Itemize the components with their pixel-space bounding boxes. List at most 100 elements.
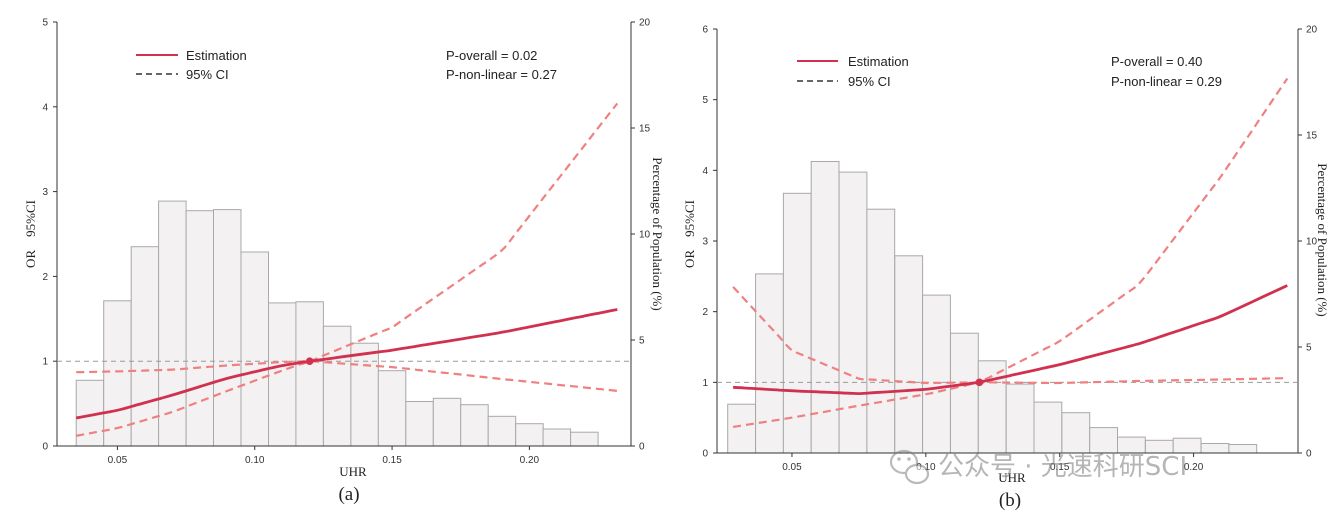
histogram-bar	[950, 332, 979, 454]
estimation-line	[733, 284, 1288, 396]
y-tick-label: 1	[702, 378, 708, 389]
histogram-bar	[213, 209, 242, 447]
legend-estimation-label-a: Estimation	[186, 48, 247, 63]
histogram-bar	[103, 300, 132, 447]
histogram-bar	[460, 404, 489, 447]
p-nonlinear-b: P-non-linear = 0.29	[1111, 74, 1222, 89]
y-tick-label: 5	[702, 95, 708, 106]
y2-axis-label-b: Percentage of Population (%)	[1315, 163, 1330, 316]
histogram-bar	[377, 370, 407, 447]
histogram-bar	[1061, 412, 1091, 454]
legend-a: Estimation 95% CI	[136, 48, 247, 82]
y2-tick-label: 5	[1306, 343, 1312, 354]
y2-ticks-b: 0 5 10 15 20	[1298, 25, 1318, 460]
y2-tick-label: 15	[639, 124, 651, 135]
reference-point	[305, 357, 314, 366]
y-tick-label: 3	[702, 237, 708, 248]
histogram-bar	[755, 273, 784, 454]
y2-axis-label-a: Percentage of Population (%)	[650, 157, 665, 310]
y-ticks-a: 0 1 2 3 4 5	[42, 18, 57, 453]
y2-tick-label: 5	[639, 336, 645, 347]
histogram-bar	[1172, 437, 1202, 454]
y-tick-label: 1	[42, 357, 48, 368]
y2-tick-label: 0	[639, 442, 645, 453]
y-tick-label: 0	[702, 449, 708, 460]
x-tick-label: 0.15	[382, 455, 402, 466]
histogram-bar	[185, 210, 215, 447]
histogram-bar	[1089, 427, 1118, 454]
histogram-bar	[1117, 436, 1146, 454]
legend-ci-label-b: 95% CI	[848, 74, 891, 89]
histogram-a	[75, 200, 599, 447]
x-axis-label-a: UHR	[339, 464, 367, 479]
y2-tick-label: 0	[1306, 449, 1312, 460]
x-tick-label: 0.20	[1184, 462, 1204, 473]
y-axis-label-b: OR 95%CI	[682, 200, 697, 268]
y2-tick-label: 20	[1306, 25, 1318, 36]
histogram-bar	[1005, 383, 1035, 454]
histogram-bar	[515, 423, 544, 447]
histogram-bar	[922, 294, 951, 454]
p-overall-b: P-overall = 0.40	[1111, 54, 1202, 69]
histogram-bar	[130, 246, 160, 447]
y-tick-label: 0	[42, 442, 48, 453]
x-tick-label: 0.05	[782, 462, 802, 473]
y-tick-label: 3	[42, 187, 48, 198]
y2-tick-label: 10	[639, 230, 651, 241]
panel-label-a: (a)	[338, 484, 359, 505]
histogram-b	[727, 161, 1258, 454]
histogram-bar	[1033, 401, 1063, 454]
p-overall-a: P-overall = 0.02	[446, 48, 537, 63]
histogram-bar	[866, 208, 896, 454]
x-tick-label: 0.05	[108, 455, 128, 466]
y-tick-label: 4	[702, 166, 708, 177]
x-tick-label: 0.20	[520, 455, 540, 466]
y-tick-label: 6	[702, 25, 708, 36]
histogram-bar	[570, 431, 599, 447]
y2-tick-label: 15	[1306, 131, 1318, 142]
spline-lines-a	[57, 102, 631, 437]
y2-tick-label: 20	[639, 18, 651, 29]
histogram-bar	[268, 302, 297, 447]
wechat-icon	[889, 449, 930, 485]
ci-upper-line	[732, 77, 1289, 385]
histogram-bar	[322, 325, 352, 447]
histogram-bar	[894, 255, 924, 454]
watermark: 公众号 · 光速科研SCI	[889, 449, 1187, 485]
legend-estimation-label-b: Estimation	[848, 54, 909, 69]
histogram-bar	[350, 342, 379, 447]
x-tick-label: 0.15	[1050, 462, 1070, 473]
histogram-bar	[1228, 444, 1258, 454]
histogram-bar	[782, 192, 812, 454]
ci-upper-line	[76, 102, 619, 374]
panel-label-b: (b)	[999, 490, 1021, 511]
histogram-bar	[487, 415, 517, 447]
histogram-bar	[295, 301, 324, 447]
x-ticks-a: 0.05 0.10 0.15 0.20	[108, 446, 540, 466]
ci-lower-line	[732, 377, 1288, 428]
y2-ticks-a: 0 5 10 15 20	[631, 18, 651, 453]
y2-tick-label: 10	[1306, 237, 1318, 248]
histogram-bar	[405, 401, 434, 447]
histogram-bar	[158, 200, 187, 447]
histogram-bar	[977, 360, 1007, 454]
histogram-bar	[1200, 443, 1230, 454]
y-tick-label: 2	[42, 272, 48, 283]
histogram-bar	[240, 251, 269, 447]
histogram-bar	[542, 428, 572, 447]
ci-lower-line	[76, 360, 618, 437]
x-axis-label-b: UHR	[998, 470, 1026, 485]
p-nonlinear-a: P-non-linear = 0.27	[446, 67, 557, 82]
legend-ci-label-a: 95% CI	[186, 67, 229, 82]
y-ticks-b: 0 1 2 3 4 5 6	[702, 25, 717, 460]
legend-b: Estimation 95% CI	[797, 54, 909, 89]
y-tick-label: 4	[42, 102, 48, 113]
histogram-bar	[810, 161, 840, 454]
watermark-text: 公众号 · 光速科研SCI	[938, 452, 1187, 482]
y-axis-label-a: OR 95%CI	[23, 200, 38, 268]
y-tick-label: 2	[702, 307, 708, 318]
reference-point	[975, 378, 984, 387]
spline-lines-b	[717, 77, 1298, 428]
